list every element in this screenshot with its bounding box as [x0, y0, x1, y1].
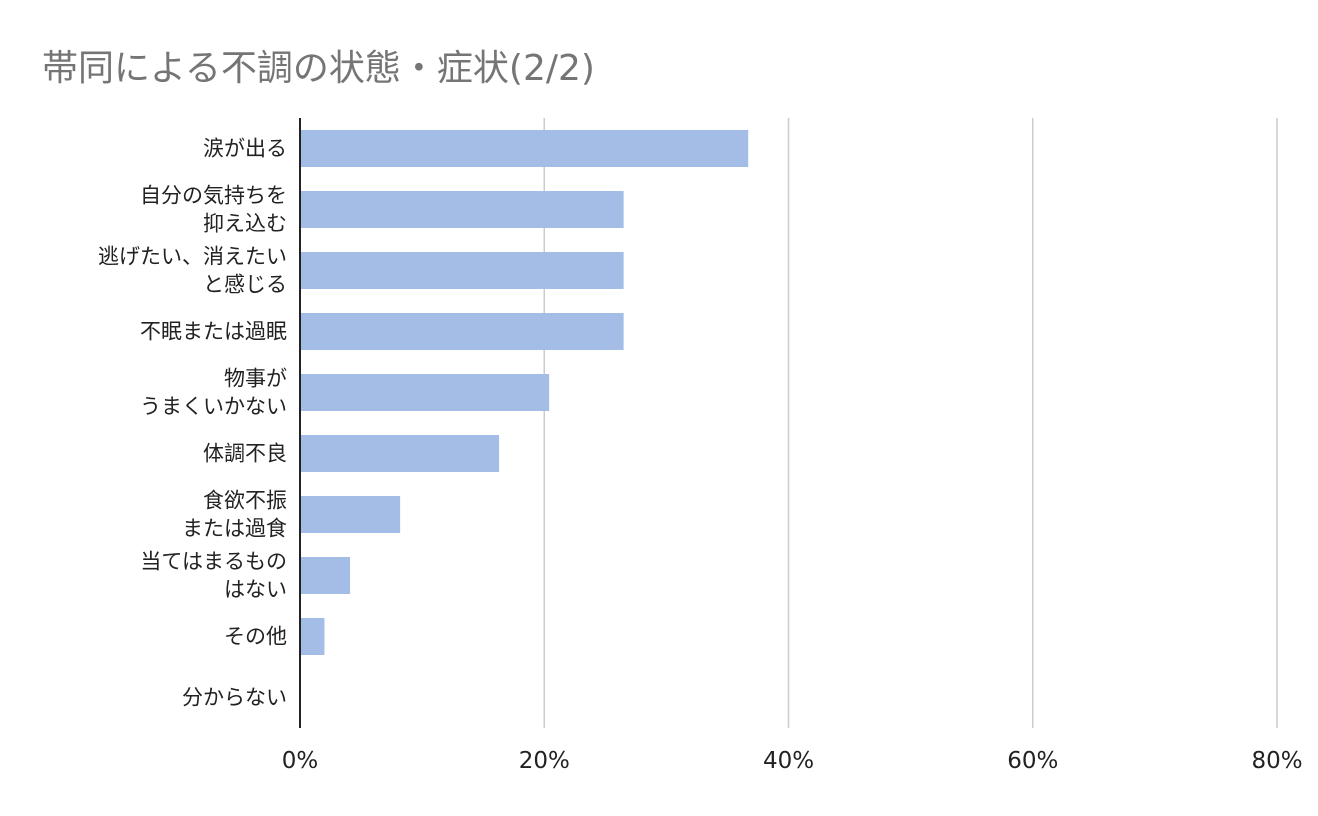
category-label-4-line-0: 物事が: [224, 367, 287, 391]
category-label-6-line-0: 食欲不振: [203, 489, 287, 513]
bar-7: [300, 557, 351, 594]
category-label-8: その他: [224, 625, 287, 649]
bar-6: [300, 496, 401, 533]
category-label-9: 分からない: [182, 686, 287, 710]
bar-1: [300, 191, 624, 228]
category-label-4-line-1: うまくいかない: [140, 395, 287, 419]
category-label-7-line-0: 当てはまるもの: [140, 550, 287, 574]
x-tick-labels: 0% 20% 40% 60% 80%: [282, 748, 1303, 774]
x-tick-label-3: 60%: [1007, 748, 1058, 774]
x-tick-label-2: 40%: [763, 748, 814, 774]
chart-title: 帯同による不調の状態・症状(2/2): [42, 48, 595, 89]
category-label-1-line-1: 抑え込む: [203, 212, 287, 236]
category-label-2-line-0: 逃げたい、消えたい: [98, 245, 287, 269]
bar-8: [300, 618, 325, 655]
category-labels: 涙が出る自分の気持ちを抑え込む逃げたい、消えたいと感じる不眠または過眠物事がうま…: [98, 137, 287, 710]
bar-3: [300, 313, 624, 350]
x-tick-label-0: 0%: [282, 748, 319, 774]
x-tick-label-1: 20%: [519, 748, 570, 774]
category-label-2-line-1: と感じる: [203, 273, 287, 297]
x-tick-label-4: 80%: [1251, 748, 1302, 774]
category-label-6-line-1: または過食: [182, 517, 287, 541]
category-label-5: 体調不良: [203, 442, 287, 466]
bars: [300, 130, 749, 655]
category-label-1-line-0: 自分の気持ちを: [140, 184, 287, 208]
bar-4: [300, 374, 550, 411]
gridlines: [543, 118, 1278, 728]
bar-5: [300, 435, 500, 472]
category-label-0: 涙が出る: [203, 137, 287, 161]
category-label-7-line-1: はない: [224, 578, 287, 602]
bar-2: [300, 252, 624, 289]
category-label-3: 不眠または過眠: [140, 320, 287, 344]
bar-0: [300, 130, 749, 167]
